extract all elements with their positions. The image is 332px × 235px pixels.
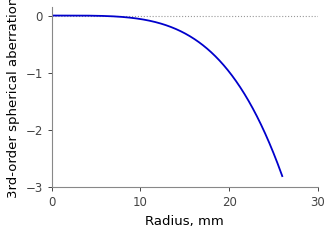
Y-axis label: 3rd-order spherical aberration: 3rd-order spherical aberration [7, 0, 20, 198]
X-axis label: Radius, mm: Radius, mm [145, 215, 224, 228]
